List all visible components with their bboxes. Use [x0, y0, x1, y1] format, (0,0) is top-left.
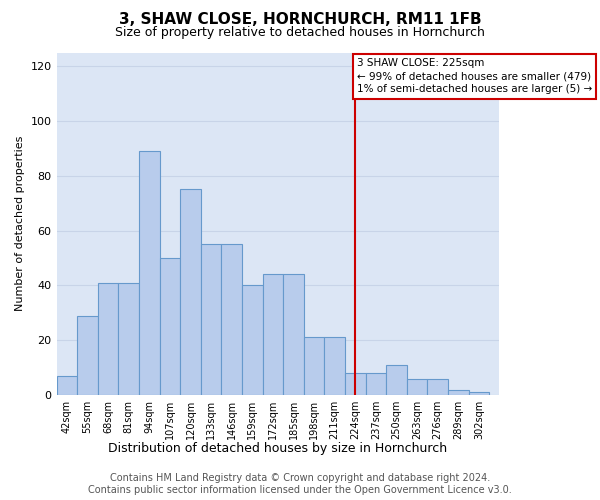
X-axis label: Distribution of detached houses by size in Hornchurch: Distribution of detached houses by size …	[109, 442, 448, 455]
Bar	[118, 282, 139, 395]
Bar	[345, 373, 365, 395]
Text: 3 SHAW CLOSE: 225sqm
← 99% of detached houses are smaller (479)
1% of semi-detac: 3 SHAW CLOSE: 225sqm ← 99% of detached h…	[357, 58, 592, 94]
Bar	[180, 190, 201, 395]
Bar	[469, 392, 489, 395]
Bar	[242, 286, 263, 395]
Bar	[56, 376, 77, 395]
Y-axis label: Number of detached properties: Number of detached properties	[15, 136, 25, 312]
Bar	[407, 378, 427, 395]
Bar	[263, 274, 283, 395]
Bar	[325, 338, 345, 395]
Bar	[365, 373, 386, 395]
Bar	[201, 244, 221, 395]
Text: Size of property relative to detached houses in Hornchurch: Size of property relative to detached ho…	[115, 26, 485, 39]
Bar	[386, 365, 407, 395]
Text: Contains HM Land Registry data © Crown copyright and database right 2024.
Contai: Contains HM Land Registry data © Crown c…	[88, 474, 512, 495]
Bar	[221, 244, 242, 395]
Bar	[427, 378, 448, 395]
Bar	[98, 282, 118, 395]
Bar	[283, 274, 304, 395]
Bar	[448, 390, 469, 395]
Bar	[160, 258, 180, 395]
Bar	[139, 151, 160, 395]
Bar	[304, 338, 325, 395]
Bar	[77, 316, 98, 395]
Text: 3, SHAW CLOSE, HORNCHURCH, RM11 1FB: 3, SHAW CLOSE, HORNCHURCH, RM11 1FB	[119, 12, 481, 28]
